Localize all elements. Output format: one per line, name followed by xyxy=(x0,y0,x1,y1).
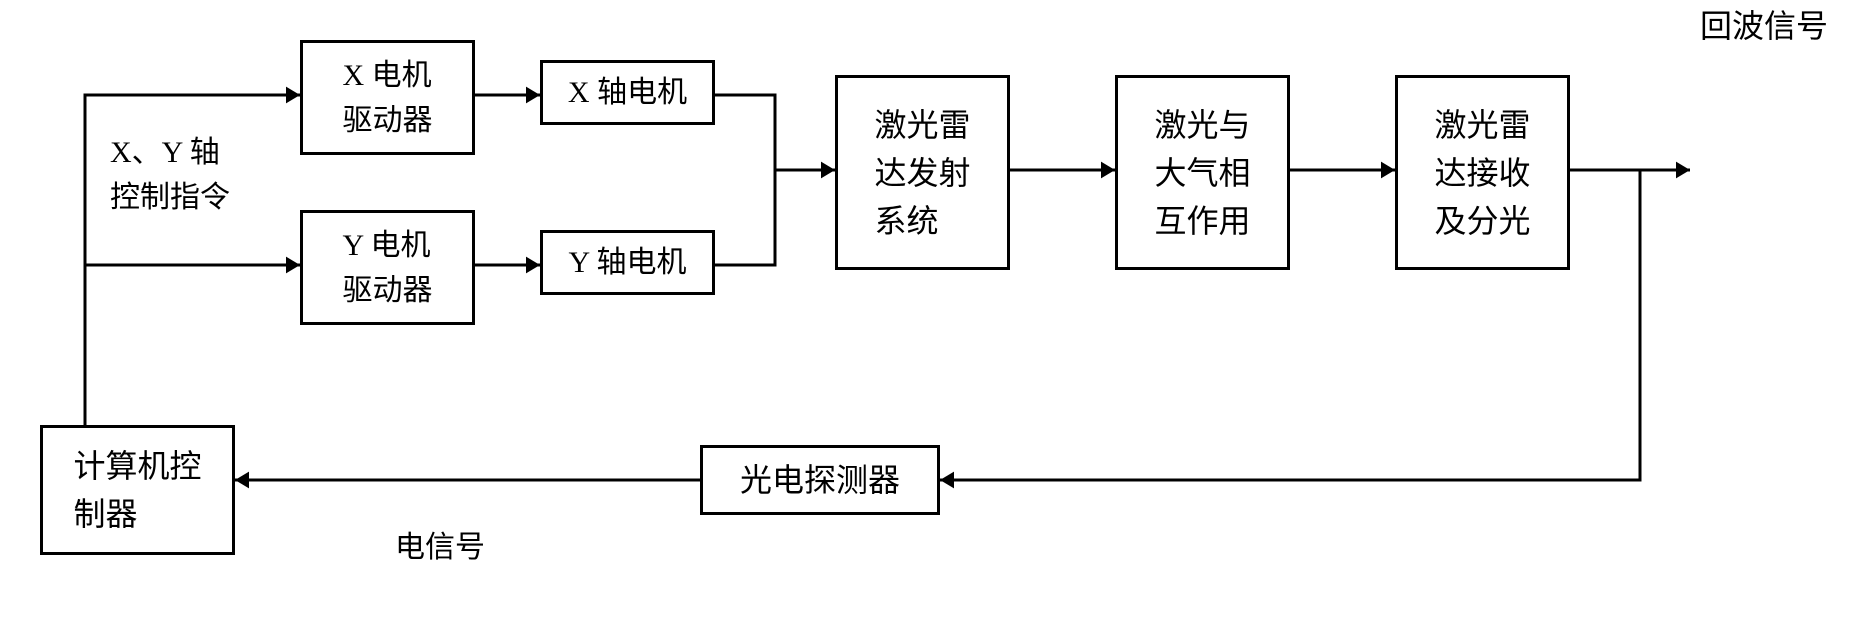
node-photodetector-label: 光电探测器 xyxy=(740,456,900,504)
node-y-axis-motor: Y 轴电机 xyxy=(540,230,715,295)
node-computer-controller: 计算机控制器 xyxy=(40,425,235,555)
label-echo-signal-text: 回波信号 xyxy=(1700,8,1828,44)
node-lidar-receive-label: 激光雷达接收及分光 xyxy=(1434,101,1530,245)
node-atmosphere-label: 激光与大气相互作用 xyxy=(1154,101,1250,245)
node-x-axis-motor-label: X 轴电机 xyxy=(568,70,687,115)
node-photodetector: 光电探测器 xyxy=(700,445,940,515)
node-y-axis-motor-label: Y 轴电机 xyxy=(568,240,686,285)
label-xy-command: X、Y 轴控制指令 xyxy=(110,130,230,220)
node-lidar-receive: 激光雷达接收及分光 xyxy=(1395,75,1570,270)
label-echo-signal: 回波信号 xyxy=(1700,2,1828,50)
node-y-motor-driver: Y 电机驱动器 xyxy=(300,210,475,325)
node-x-motor-driver-label: X 电机驱动器 xyxy=(343,53,433,143)
label-electrical-signal-text: 电信号 xyxy=(395,531,485,564)
node-y-motor-driver-label: Y 电机驱动器 xyxy=(343,223,433,313)
label-electrical-signal: 电信号 xyxy=(395,525,485,570)
node-computer-controller-label: 计算机控制器 xyxy=(73,442,201,538)
node-lidar-transmit: 激光雷达发射系统 xyxy=(835,75,1010,270)
node-x-axis-motor: X 轴电机 xyxy=(540,60,715,125)
node-x-motor-driver: X 电机驱动器 xyxy=(300,40,475,155)
label-xy-command-text: X、Y 轴控制指令 xyxy=(110,136,230,214)
node-lidar-transmit-label: 激光雷达发射系统 xyxy=(874,101,970,245)
node-atmosphere: 激光与大气相互作用 xyxy=(1115,75,1290,270)
